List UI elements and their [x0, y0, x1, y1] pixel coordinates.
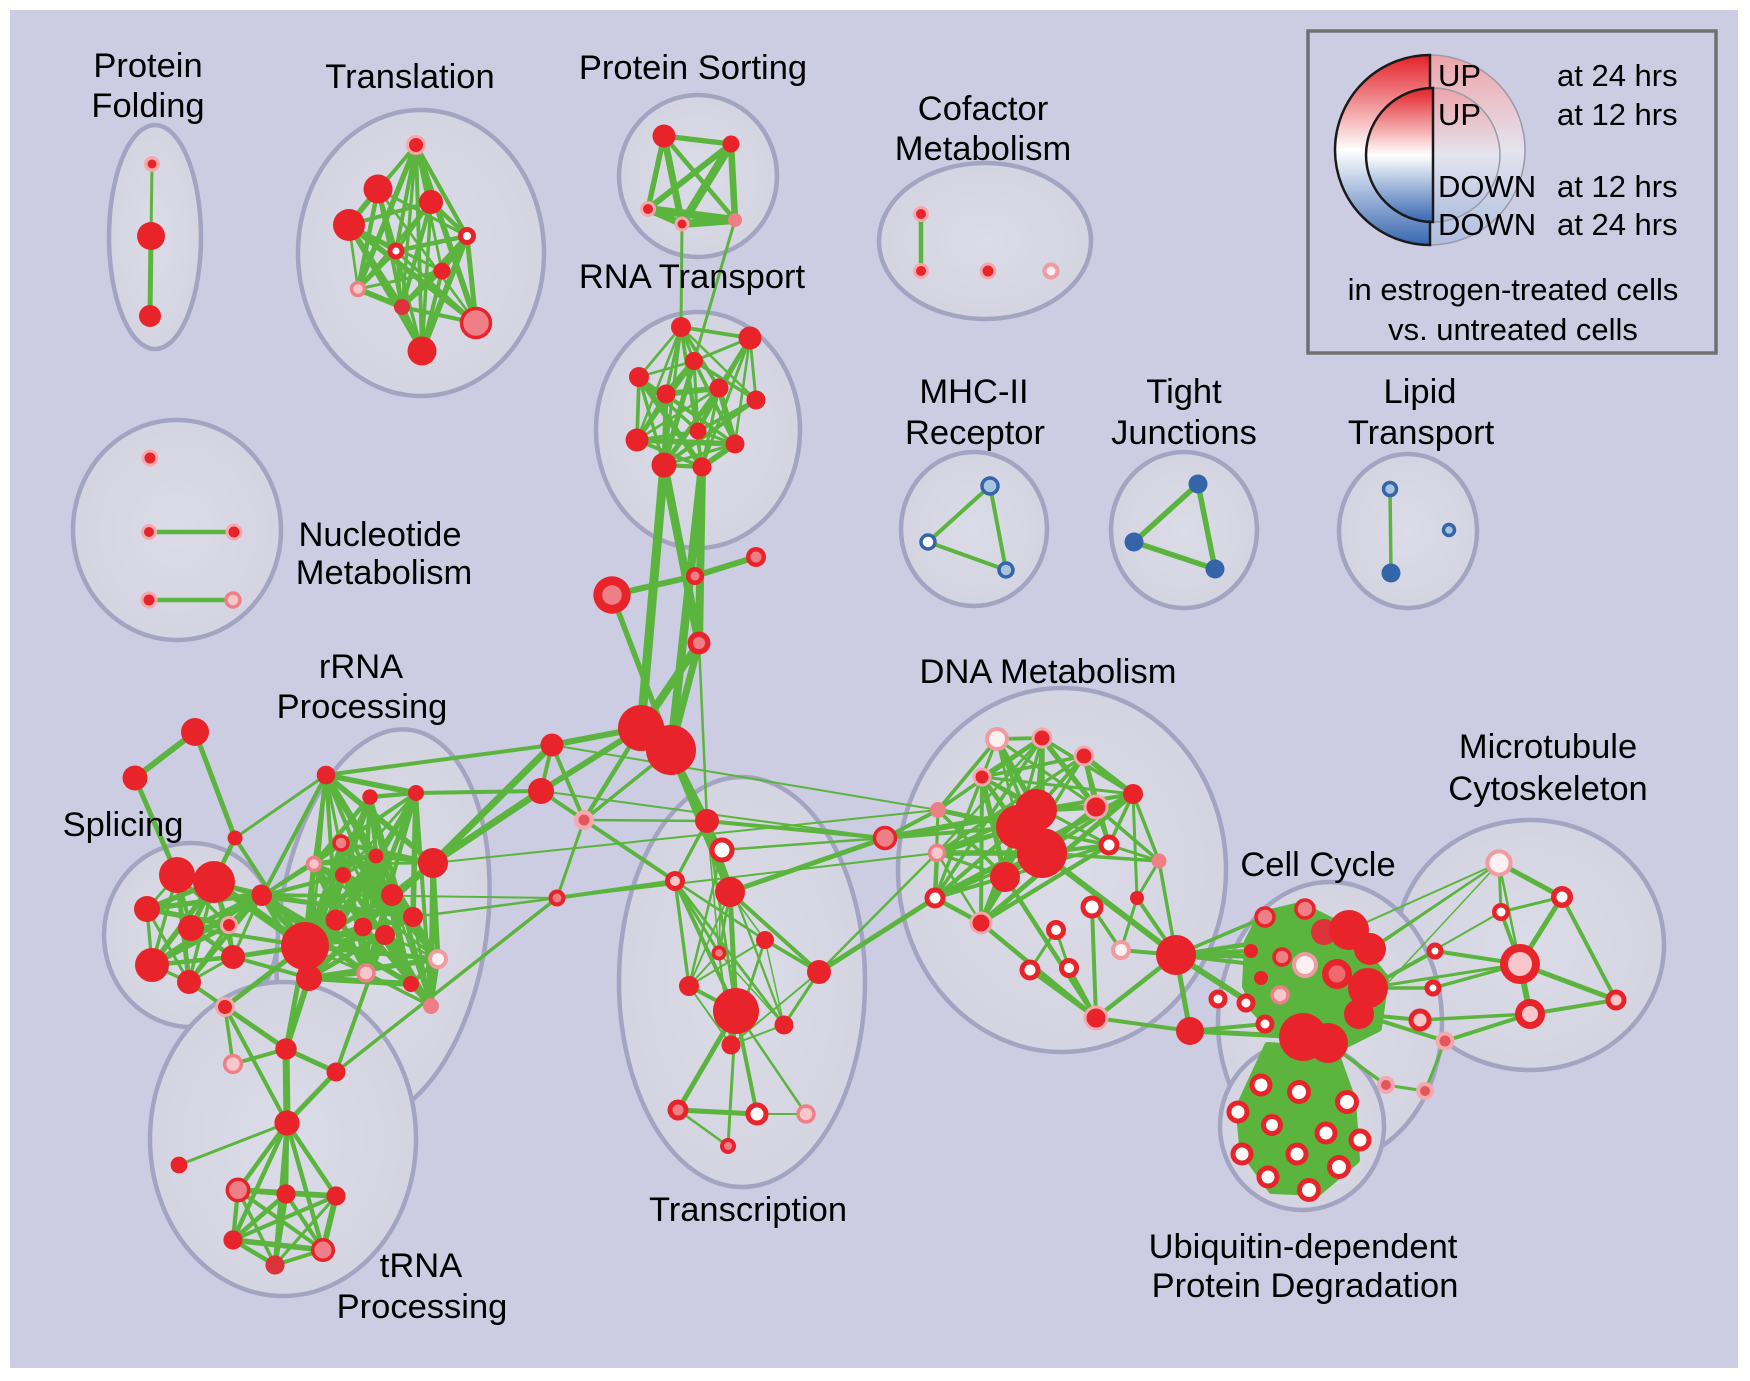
svg-text:Transcription: Transcription [649, 1191, 847, 1229]
svg-text:Translation: Translation [325, 58, 494, 96]
svg-text:RNA Transport: RNA Transport [579, 258, 806, 296]
svg-text:Protein Degradation: Protein Degradation [1152, 1267, 1459, 1305]
svg-text:vs. untreated cells: vs. untreated cells [1388, 312, 1638, 347]
svg-text:DOWN: DOWN [1438, 207, 1536, 242]
svg-text:Processing: Processing [277, 688, 448, 726]
svg-text:Metabolism: Metabolism [895, 130, 1071, 168]
svg-text:at 24 hrs: at 24 hrs [1557, 58, 1678, 93]
svg-text:Receptor: Receptor [905, 414, 1045, 452]
svg-text:Ubiquitin-dependent: Ubiquitin-dependent [1149, 1228, 1458, 1266]
svg-text:Cofactor: Cofactor [918, 90, 1048, 128]
svg-text:Cytoskeleton: Cytoskeleton [1448, 770, 1647, 808]
svg-text:Lipid: Lipid [1384, 373, 1457, 411]
svg-text:DOWN: DOWN [1438, 169, 1536, 204]
svg-text:Nucleotide: Nucleotide [298, 516, 461, 554]
svg-text:Splicing: Splicing [63, 806, 184, 844]
svg-text:UP: UP [1438, 97, 1481, 132]
svg-text:Transport: Transport [1348, 414, 1495, 452]
svg-text:Processing: Processing [337, 1288, 508, 1326]
svg-text:at 12 hrs: at 12 hrs [1557, 169, 1678, 204]
svg-text:Tight: Tight [1146, 373, 1222, 411]
svg-text:DNA Metabolism: DNA Metabolism [920, 653, 1177, 691]
svg-text:Cell Cycle: Cell Cycle [1240, 846, 1395, 884]
svg-text:at 24 hrs: at 24 hrs [1557, 207, 1678, 242]
svg-text:rRNA: rRNA [319, 648, 403, 686]
svg-text:MHC-II: MHC-II [919, 373, 1028, 411]
svg-text:Protein Sorting: Protein Sorting [579, 49, 807, 87]
svg-text:at 12 hrs: at 12 hrs [1557, 97, 1678, 132]
svg-text:UP: UP [1438, 58, 1481, 93]
svg-text:Junctions: Junctions [1111, 414, 1257, 452]
svg-text:Protein: Protein [93, 47, 202, 85]
svg-text:in estrogen-treated cells: in estrogen-treated cells [1348, 272, 1679, 307]
svg-text:Metabolism: Metabolism [296, 554, 472, 592]
svg-text:Folding: Folding [91, 87, 204, 125]
svg-text:tRNA: tRNA [380, 1247, 462, 1285]
svg-text:Microtubule: Microtubule [1459, 728, 1637, 766]
